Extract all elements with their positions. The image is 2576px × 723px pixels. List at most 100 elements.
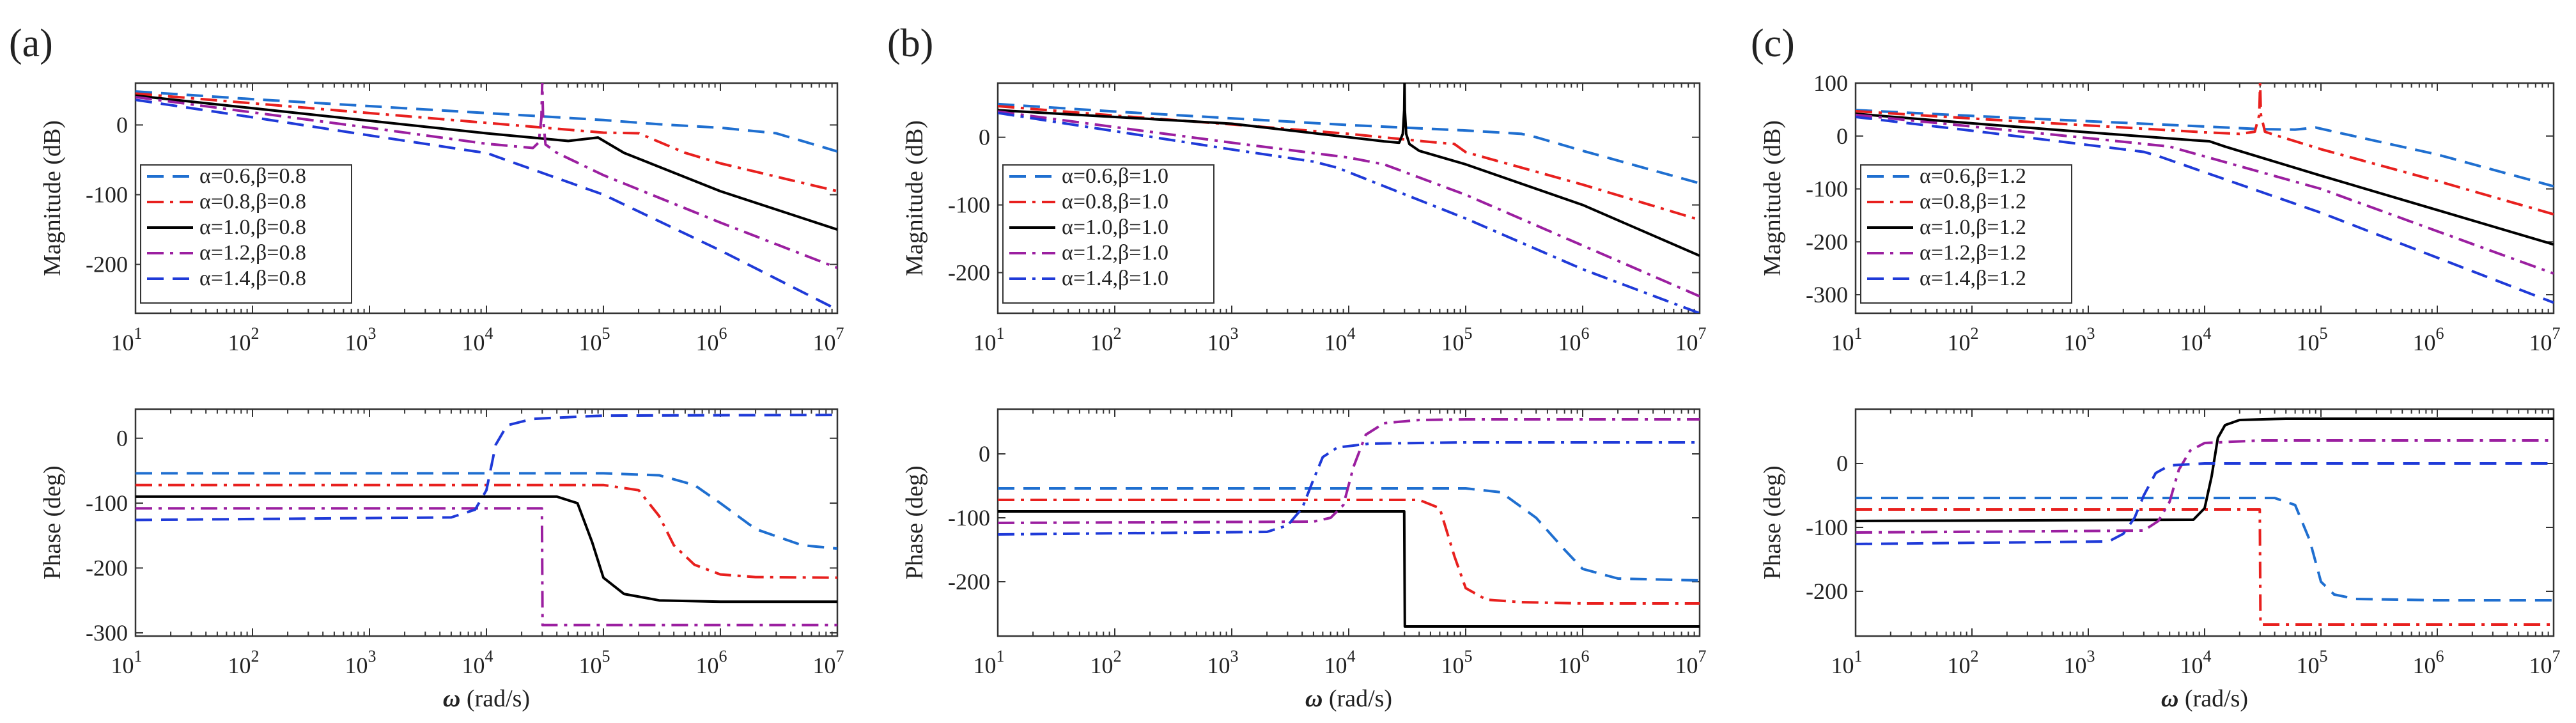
x-tick-exponent: 4 [485, 324, 493, 343]
x-tick-base: 10 [696, 653, 719, 678]
x-tick-label: 103 [1207, 647, 1239, 678]
x-tick-base: 10 [2413, 330, 2436, 355]
legend-entry: α=1.0,β=1.0 [1062, 215, 1168, 239]
legend-beta: β=1.0 [1118, 267, 1168, 290]
y-tick-label: 0 [979, 441, 990, 467]
x-tick-exponent: 6 [2436, 324, 2444, 343]
x-tick-base: 10 [2180, 653, 2203, 678]
y-tick-label: -200 [1806, 229, 1848, 254]
panel-1-phase-axes: 101 102 103 104 105 106 1070-100-200-300Phase … [39, 408, 844, 712]
x-tick-base: 10 [228, 653, 251, 678]
panel-3-magnitude-yticks: 100 0 -100 -200 -300 [1806, 70, 2554, 307]
x-tick-exponent: 3 [2087, 647, 2095, 665]
x-tick-base: 10 [111, 653, 134, 678]
x-tick-base: 10 [462, 330, 485, 355]
x-tick-label: 105 [579, 647, 610, 678]
panel-1-magnitude-yticks: 0 -100 -200 [86, 112, 837, 277]
x-tick-label: 101 [1831, 647, 1863, 678]
series-line-magnitude-3 [998, 83, 1700, 257]
series-line-phase-1 [1856, 497, 2554, 602]
legend-entry: α=0.8,β=1.0 [1062, 190, 1168, 214]
x-tick-label: 102 [228, 324, 260, 355]
x-tick-label: 104 [462, 324, 493, 355]
x-tick-exponent: 5 [602, 324, 610, 343]
x-tick-label: 102 [1090, 324, 1122, 355]
x-tick-base: 10 [1207, 653, 1230, 678]
legend-entry: α=0.8,β=0.8 [199, 190, 306, 214]
x-tick-base: 10 [2064, 330, 2087, 355]
x-tick-exponent: 3 [2087, 324, 2095, 343]
panel-3-phase-yticks: 0 -100 -200 [1806, 451, 2554, 604]
x-tick-label: 105 [1441, 324, 1473, 355]
x-tick-exponent: 7 [836, 647, 844, 665]
panel-2-legend: α=0.6,β=1.0α=0.8,β=1.0α=1.0,β=1.0α=1.2,β… [1002, 164, 1214, 304]
y-tick-label: -200 [948, 260, 990, 285]
y-tick-label: -100 [86, 490, 128, 516]
panel-3-legend: α=0.6,β=1.2α=0.8,β=1.2α=1.0,β=1.2α=1.2,β… [1860, 164, 2072, 304]
x-tick-label: 101 [111, 324, 143, 355]
legend-beta: β=0.8 [256, 190, 306, 214]
x-tick-exponent: 1 [134, 647, 143, 665]
series-line-magnitude-3 [136, 94, 837, 231]
x-tick-label: 107 [1675, 324, 1707, 355]
series-line-phase-2 [998, 499, 1700, 605]
x-tick-exponent: 4 [2203, 324, 2212, 343]
legend-beta: β=0.8 [256, 241, 306, 265]
y-tick-label: -300 [1806, 282, 1848, 307]
x-tick-exponent: 2 [1113, 647, 1122, 665]
legend-beta: β=0.8 [256, 215, 306, 239]
series-line-phase-3 [136, 495, 837, 603]
x-tick-base: 10 [2297, 653, 2320, 678]
x-tick-exponent: 2 [251, 324, 260, 343]
x-tick-label: 101 [974, 324, 1005, 355]
x-tick-base: 10 [1324, 653, 1347, 678]
y-tick-label: 0 [979, 125, 990, 150]
legend-alpha: α=1.4, [1062, 267, 1118, 290]
x-tick-label: 106 [1558, 324, 1590, 355]
x-tick-label: 102 [1090, 647, 1122, 678]
legend-alpha: α=1.4, [1920, 267, 1976, 290]
panel-3-magnitude-series [1856, 83, 2554, 304]
x-tick-exponent: 1 [997, 324, 1005, 343]
legend-beta: β=1.0 [1118, 164, 1168, 188]
legend-entry: α=1.4,β=1.2 [1920, 267, 2026, 290]
y-tick-label: -200 [948, 569, 990, 595]
panel-2-phase-ylabel: Phase (deg) [901, 465, 928, 579]
legend-beta: β=1.0 [1118, 215, 1168, 239]
x-tick-base: 10 [345, 330, 368, 355]
y-tick-label: 0 [116, 426, 128, 451]
x-tick-base: 10 [1441, 653, 1464, 678]
x-tick-base: 10 [1324, 330, 1347, 355]
legend-alpha: α=1.0, [1920, 215, 1976, 239]
xlabel-omega: ω [2161, 685, 2178, 712]
x-tick-exponent: 5 [2320, 647, 2328, 665]
x-tick-label: 104 [1324, 324, 1356, 355]
x-tick-label: 102 [228, 647, 260, 678]
legend-beta: β=1.0 [1118, 190, 1168, 214]
legend-entry: α=1.4,β=0.8 [199, 267, 306, 290]
x-tick-label: 105 [579, 324, 610, 355]
series-line-phase-2 [1856, 508, 2554, 626]
panel-3-phase-ylabel: Phase (deg) [1759, 465, 1786, 579]
x-tick-base: 10 [1090, 653, 1113, 678]
y-tick-label: -300 [86, 620, 128, 646]
xlabel-units: (rad/s) [2178, 685, 2248, 712]
y-tick-label: -100 [1806, 515, 1848, 540]
x-tick-base: 10 [1831, 653, 1854, 678]
series-line-phase-1 [136, 472, 837, 550]
legend-entry: α=1.0,β=1.2 [1920, 215, 2026, 239]
legend-alpha: α=0.6, [199, 164, 256, 188]
panel-2-phase-yticks: 0 -100 -200 [948, 441, 1700, 595]
panel-2-magnitude-series [998, 83, 1700, 313]
x-tick-label: 107 [2529, 647, 2561, 678]
panel-1-magnitude-xticks: 101 102 103 104 105 106 107 [111, 83, 844, 355]
legend-alpha: α=0.8, [1062, 190, 1118, 214]
series-line-phase-5 [1856, 462, 2554, 545]
x-tick-exponent: 6 [719, 324, 727, 343]
legend-alpha: α=0.6, [1920, 164, 1976, 188]
legend-alpha: α=0.8, [199, 190, 256, 214]
legend-entry: α=1.2,β=0.8 [199, 241, 306, 265]
x-tick-base: 10 [2180, 330, 2203, 355]
panel-1-phase-series [136, 414, 837, 626]
x-tick-label: 106 [696, 647, 727, 678]
